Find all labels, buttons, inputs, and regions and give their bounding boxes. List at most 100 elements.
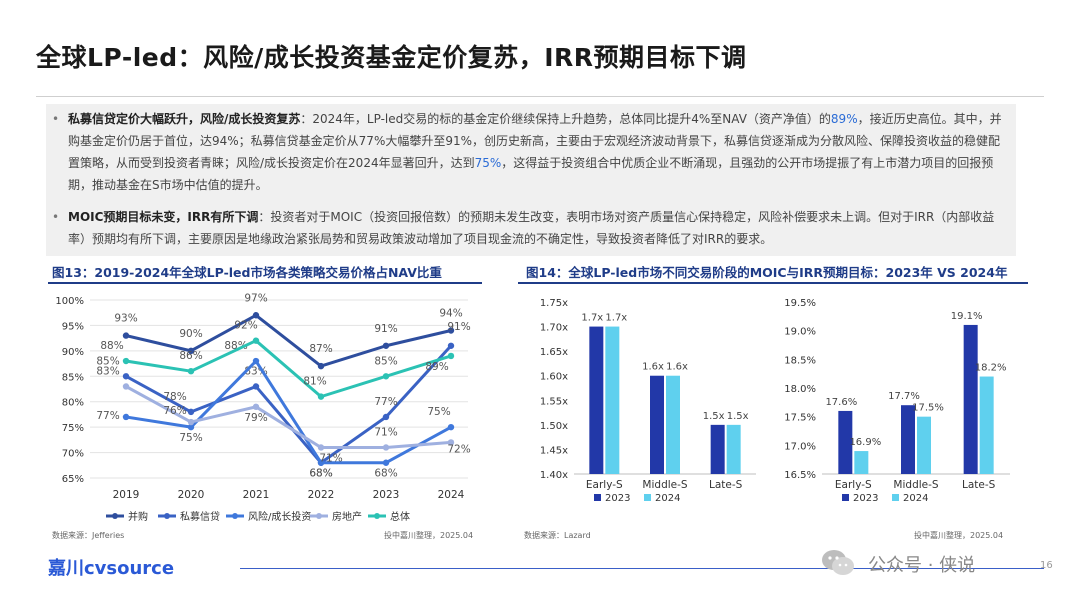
- data-point: [252, 403, 260, 410]
- y-tick-label: 70%: [62, 449, 84, 460]
- x-tick-label: 2021: [243, 489, 270, 501]
- data-label: 81%: [303, 376, 326, 388]
- data-point: [187, 368, 195, 375]
- y-tick-label: 1.50x: [540, 421, 568, 432]
- data-label: 88%: [224, 340, 247, 352]
- series-line-0: [125, 313, 452, 368]
- data-label: 71%: [319, 452, 342, 464]
- y-tick-label: 16.5%: [784, 470, 816, 481]
- legend-swatch: [644, 494, 651, 501]
- data-label: 68%: [309, 468, 332, 480]
- y-tick-label: 100%: [55, 296, 84, 307]
- series-line-2: [125, 359, 452, 465]
- y-tick-label: 1.40x: [540, 470, 568, 481]
- x-tick-label: Late-S: [962, 479, 996, 491]
- series-line-3: [125, 385, 452, 449]
- data-point: [447, 327, 455, 334]
- figure13-rule: [48, 282, 482, 284]
- data-label: 1.6x: [666, 362, 688, 373]
- data-label: 68%: [374, 468, 397, 480]
- y-tick-label: 17.0%: [784, 441, 816, 452]
- data-label: 19.1%: [951, 311, 983, 322]
- x-tick-label: Early-S: [835, 479, 872, 491]
- data-label: 88%: [100, 340, 123, 352]
- data-label: 92%: [234, 320, 257, 332]
- data-point: [122, 413, 130, 421]
- data-label: 93%: [114, 313, 137, 325]
- legend-label: 私募信贷: [180, 510, 220, 523]
- x-tick-label: 2024: [438, 489, 465, 501]
- data-label: 72%: [447, 443, 470, 455]
- bar-2023: [901, 405, 915, 474]
- data-label: 97%: [244, 292, 267, 304]
- page-number: 16: [1040, 560, 1053, 571]
- bullet-moic-irr: • MOIC预期目标未变，IRR有所下调：投资者对于MOIC（投资回报倍数）的预…: [52, 206, 1002, 250]
- bullet-lead: MOIC预期目标未变，IRR有所下调: [68, 210, 259, 224]
- x-tick-label: Middle-S: [893, 479, 938, 491]
- figure14-credit: 投中嘉川整理，2025.04: [914, 531, 1004, 540]
- data-point: [382, 413, 390, 421]
- data-label: 75%: [179, 432, 202, 444]
- bar-chart-moic: 1.40x 1.45x 1.50x 1.55x 1.60x 1.65x 1.70x 1.75x…: [540, 298, 756, 504]
- legend-marker: [164, 513, 170, 519]
- bar-2023: [710, 424, 725, 474]
- legend-swatch: [594, 494, 601, 501]
- data-label: 71%: [374, 426, 397, 438]
- highlight-value: 75%: [474, 156, 502, 170]
- data-point: [382, 373, 390, 380]
- y-tick-label: 80%: [62, 398, 84, 409]
- y-tick-label: 18.5%: [784, 355, 816, 366]
- legend-label: 2024: [903, 493, 928, 504]
- data-label: 1.5x: [703, 411, 725, 422]
- bar-2024: [854, 451, 869, 474]
- bullet-text: ，接近历史高位。其中，并购基金定价仍居于首位，达94%；私募信贷基金定价从77%…: [68, 112, 1002, 170]
- data-point: [317, 393, 325, 400]
- data-point: [122, 373, 130, 380]
- bullet-pricing: • 私募信贷定价大幅跃升，风险/成长投资复苏：2024年，LP-led交易的标的…: [52, 108, 1002, 196]
- bullet-text: ，这得益于投资组合中优质企业不断涌现，且强劲的公开市场提振了有上市潜力项目的回报…: [68, 156, 994, 192]
- legend-swatch: [892, 494, 899, 501]
- legend-marker: [316, 513, 322, 519]
- data-label: 83%: [96, 365, 119, 377]
- x-tick-label: Early-S: [586, 479, 623, 491]
- legend-label: 2024: [655, 493, 680, 504]
- legend-label: 并购: [128, 510, 148, 523]
- data-label: 87%: [309, 343, 332, 355]
- legend-label: 2023: [853, 493, 878, 504]
- x-tick-label: Late-S: [709, 479, 743, 491]
- y-tick-label: 85%: [62, 372, 84, 383]
- legend-label: 总体: [390, 510, 410, 523]
- bar-2024: [605, 326, 620, 474]
- data-label: 90%: [179, 328, 202, 340]
- bullet-lead: 私募信贷定价大幅跃升，风险/成长投资复苏: [68, 112, 301, 126]
- data-label: 17.6%: [825, 397, 857, 408]
- data-label: 77%: [96, 410, 119, 422]
- data-point: [317, 459, 325, 466]
- data-label: 76%: [163, 405, 186, 417]
- data-label: 1.6x: [642, 362, 664, 373]
- data-label: 78%: [163, 391, 186, 403]
- data-point: [317, 362, 325, 370]
- y-tick-label: 65%: [62, 474, 84, 485]
- data-point: [447, 423, 455, 431]
- legend-label: 风险/成长投资: [248, 510, 311, 523]
- data-point: [187, 347, 195, 355]
- figure13-title: 图13：2019-2024年全球LP-led市场各类策略交易价格占NAV比重: [52, 265, 442, 280]
- y-tick-label: 1.75x: [540, 298, 568, 309]
- summary-box: • 私募信贷定价大幅跃升，风险/成长投资复苏：2024年，LP-led交易的标的…: [46, 104, 1016, 256]
- data-label: 85%: [96, 355, 119, 367]
- data-label: 18.2%: [975, 363, 1007, 374]
- bullet-text: ：投资者对于MOIC（投资回报倍数）的预期未发生改变，表明市场对资产质量信心保持…: [68, 210, 995, 246]
- series-line-4: [125, 339, 452, 399]
- y-tick-label: 1.65x: [540, 347, 568, 358]
- bar-2024: [666, 375, 680, 474]
- data-point: [382, 459, 390, 466]
- x-tick-label: 2023: [373, 489, 400, 501]
- bar-2023: [589, 326, 604, 474]
- y-tick-label: 1.45x: [540, 445, 568, 456]
- legend-marker: [232, 513, 238, 519]
- data-label: 91%: [447, 321, 470, 333]
- bar-2024: [726, 424, 741, 474]
- y-tick-label: 95%: [62, 321, 84, 332]
- data-point: [252, 357, 260, 365]
